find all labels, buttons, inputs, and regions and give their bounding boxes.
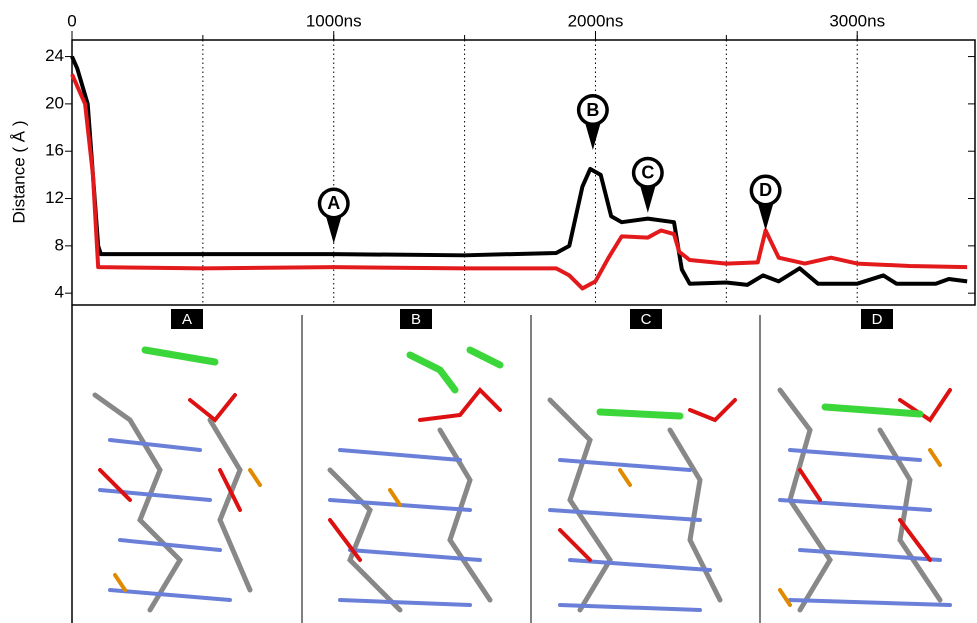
y-tick-label: 12 (45, 188, 64, 207)
y-tick-label: 16 (45, 141, 64, 160)
x-tick-label: 0 (67, 11, 76, 30)
annotation-circle-inner (321, 190, 347, 216)
y-tick-label: 20 (45, 93, 64, 112)
panel-label: C (641, 311, 652, 328)
annotation-label: C (641, 162, 654, 182)
x-tick-label: 1000ns (306, 11, 362, 30)
y-axis-label: Distance ( Å ) (9, 121, 28, 224)
panel-label: B (411, 311, 421, 328)
molecule-illustrations (92, 346, 952, 613)
panel-label-box (400, 309, 432, 329)
annotation-label: A (327, 193, 340, 213)
panel-label: D (872, 311, 883, 328)
panel-label-box (861, 309, 893, 329)
panel-label-box (630, 309, 662, 329)
x-tick-label: 3000ns (829, 11, 885, 30)
y-tick-label: 4 (55, 283, 64, 302)
annotation-label: D (759, 180, 772, 200)
plot-frame (71, 39, 976, 306)
annotation-label: B (586, 100, 599, 120)
annotation-circle-inner (635, 160, 661, 186)
annotation-marker (584, 122, 601, 151)
annotation-circle-inner (753, 177, 779, 203)
annotation-marker (757, 202, 774, 231)
panel-label: A (182, 311, 192, 328)
x-tick-label: 2000ns (568, 11, 624, 30)
series-line (70, 73, 968, 291)
annotation-marker (325, 215, 342, 244)
annotation-circle-inner (580, 97, 606, 123)
series-line (70, 55, 968, 287)
y-tick-label: 24 (45, 46, 64, 65)
annotation-marker (639, 184, 656, 213)
panel-label-box (171, 309, 203, 329)
y-tick-label: 8 (55, 235, 64, 254)
